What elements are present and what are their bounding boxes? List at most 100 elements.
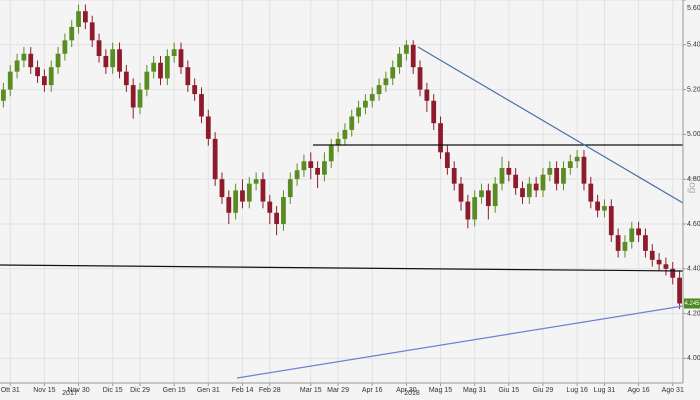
candle-body [158, 62, 163, 79]
x-tick-label: Apr 30 [396, 387, 417, 394]
candle-body [383, 78, 389, 86]
candle-body [185, 67, 191, 86]
candle-body [615, 235, 621, 251]
x-tick-label: Dic 29 [130, 387, 150, 394]
candle-body [82, 11, 88, 23]
candle-body [485, 190, 491, 207]
candle-body [219, 179, 225, 198]
grid [0, 0, 683, 383]
x-tick-label: Nov 30 [67, 387, 89, 394]
candle-body [363, 100, 368, 108]
descending-trendline [417, 46, 684, 204]
candle-body [643, 235, 648, 251]
candle-body [629, 228, 635, 242]
candle-body [130, 85, 136, 108]
candle-body [28, 53, 34, 68]
y-tick-label: 5.00 [687, 131, 700, 138]
candle-body [123, 71, 129, 86]
y-tick-label: 4.80 [687, 176, 700, 183]
candle-body [540, 174, 546, 191]
candle-body [567, 161, 573, 168]
y-tick-label: 5.40 [687, 42, 700, 49]
candle-body [287, 179, 293, 198]
candle-body [410, 44, 416, 68]
candle-body [14, 60, 20, 72]
candle-body [376, 85, 382, 95]
candle-body [233, 190, 239, 213]
x-tick-label: Mag 31 [463, 387, 486, 394]
y-tick-label: 4.60 [687, 221, 700, 228]
x-tick-label: Feb 28 [259, 387, 281, 394]
candle-body [281, 197, 286, 224]
candle-body [547, 167, 553, 175]
candle-body [151, 62, 157, 72]
candle-body [663, 264, 669, 269]
candle-body [178, 49, 184, 68]
candle-body [335, 138, 341, 146]
x-tick-label: Ago 16 [628, 387, 650, 394]
candle-body [76, 11, 81, 27]
candle-body [581, 156, 587, 184]
candle-body [7, 71, 13, 90]
candle-body [656, 259, 662, 265]
y-tick-label: 5.20 [687, 86, 700, 93]
candle-body [48, 67, 54, 86]
candle-body [397, 53, 402, 68]
candle-body [117, 49, 122, 72]
candle-body [267, 201, 273, 213]
y-tick-label: 4.20 [687, 310, 700, 317]
candle-body [21, 53, 27, 61]
y-tick-label: 5.60 [687, 5, 700, 12]
candle-body [171, 49, 177, 56]
candle-body [492, 183, 498, 207]
x-tick-label: Ago 31 [662, 387, 684, 394]
x-tick-label: Feb 14 [232, 387, 254, 394]
candle-body [444, 152, 450, 168]
candle-body [622, 241, 628, 251]
candle-body [561, 167, 566, 184]
candle-body [451, 167, 457, 184]
candle-body [595, 201, 601, 211]
candle-body [588, 183, 594, 202]
candle-body [69, 26, 75, 41]
candle-body [499, 167, 505, 184]
candle-body [35, 67, 40, 77]
candle-body [670, 268, 676, 278]
candle-body [458, 183, 464, 202]
scale-label: Log [686, 177, 697, 194]
candle-body [315, 167, 320, 175]
candle-body [417, 67, 423, 90]
candle-body [212, 138, 218, 180]
candle-body [424, 89, 430, 101]
x-tick-label: Gen 15 [163, 387, 186, 394]
x-tick-label: Lug 16 [566, 387, 588, 394]
candle-body [431, 100, 437, 124]
candle-body [96, 40, 102, 56]
candle-body [240, 190, 245, 202]
candle-body [260, 179, 266, 202]
candle-body [369, 94, 375, 101]
candle-body [356, 107, 361, 117]
candle-body [649, 250, 655, 260]
candle-body [144, 71, 150, 90]
candle-body [42, 76, 47, 86]
x-tick-label: Mar 15 [300, 387, 322, 394]
year-label: 2018 [404, 390, 420, 397]
candle-body [403, 44, 409, 54]
candle-body [294, 170, 300, 180]
x-tick-label: Apr 16 [362, 387, 383, 394]
candle-body [55, 53, 61, 68]
candle-body [253, 179, 259, 184]
candle-body [465, 201, 471, 220]
y-tick-label: 4.40 [687, 266, 700, 273]
candle-body [349, 116, 355, 130]
x-tick-label: Gen 31 [197, 387, 220, 394]
candle-body [110, 49, 116, 68]
candle-body [199, 94, 204, 117]
candles [1, 4, 682, 310]
candle-body [602, 206, 607, 211]
candle-body [205, 116, 211, 139]
x-tick-label: Giu 15 [499, 387, 520, 394]
